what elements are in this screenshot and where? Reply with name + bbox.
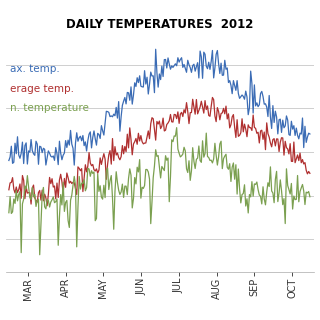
- Title: DAILY TEMPERATURES  2012: DAILY TEMPERATURES 2012: [66, 18, 254, 31]
- Text: n. temperature: n. temperature: [10, 103, 89, 113]
- Text: ax. temp.: ax. temp.: [10, 64, 60, 74]
- Text: erage temp.: erage temp.: [10, 84, 74, 94]
